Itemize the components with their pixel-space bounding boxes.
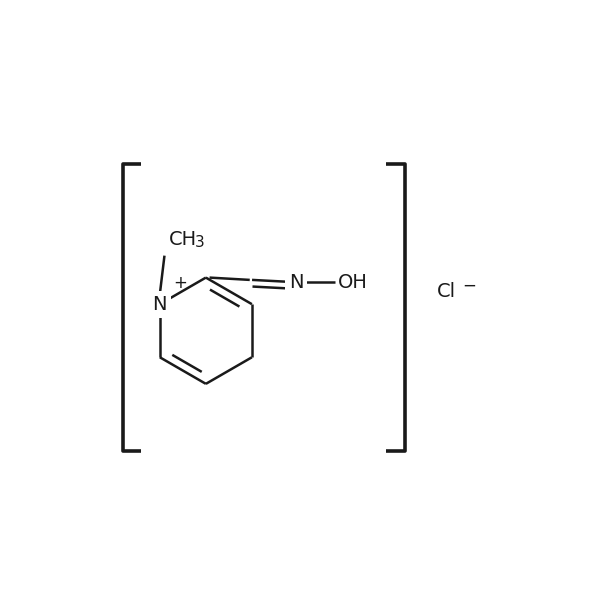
Text: +: + (174, 274, 188, 292)
Text: 3: 3 (194, 235, 204, 250)
Text: N: N (152, 295, 167, 314)
Text: −: − (462, 277, 476, 295)
Text: N: N (289, 273, 303, 292)
Text: CH: CH (169, 230, 197, 249)
Text: N: N (289, 273, 303, 292)
Text: OH: OH (338, 273, 367, 292)
Text: Cl: Cl (437, 282, 456, 301)
Text: N: N (152, 295, 167, 314)
